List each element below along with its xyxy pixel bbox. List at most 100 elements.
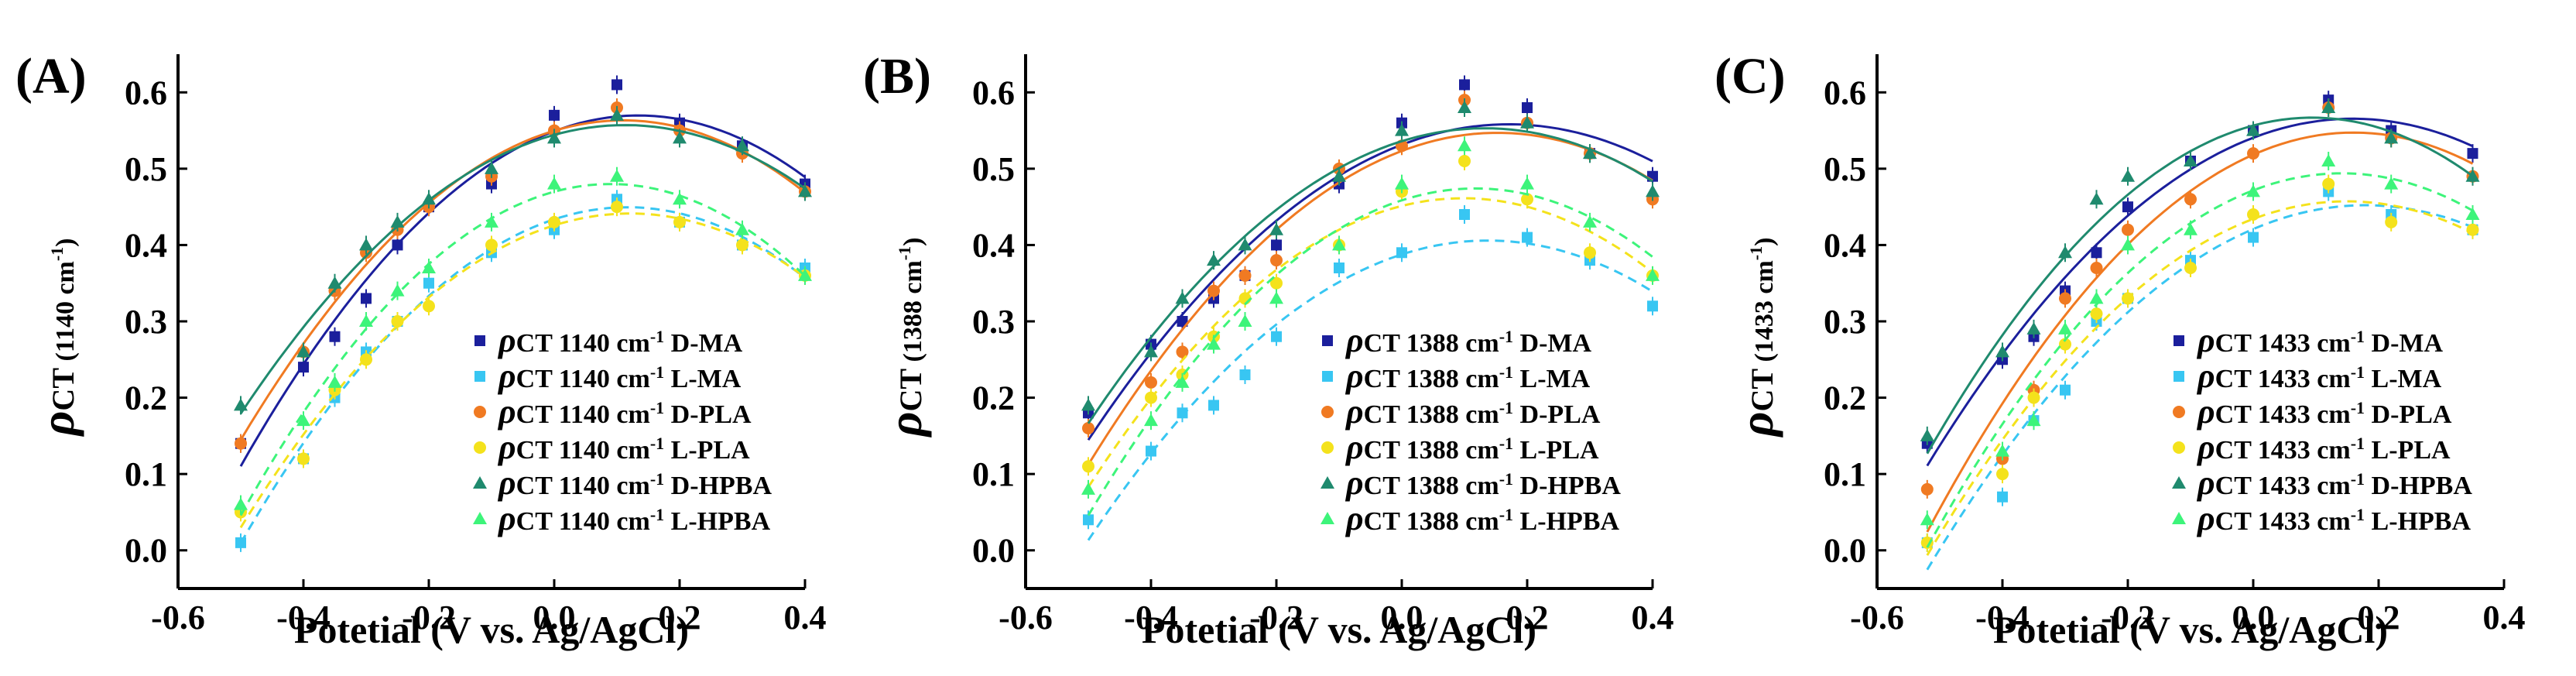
data-point — [2184, 262, 2197, 274]
data-point — [1520, 177, 1534, 190]
legend-entry: ρCT 1140 cm-1 D-MA — [497, 321, 743, 359]
legend-marker — [1321, 476, 1334, 489]
y-tick-label: 0.1 — [1824, 455, 1866, 493]
data-point — [1175, 291, 1190, 304]
fit-curve — [1087, 187, 1653, 516]
data-point — [1997, 491, 2008, 503]
chart-panel-3: (C) 0.0 0.1 0.2 0.3 0.4 0.5 0.6 -0.6 -0.4 -0.2 0.0 0… — [1714, 48, 2526, 651]
data-point — [610, 169, 624, 182]
x-tick-label: -0.4 — [1124, 599, 1178, 637]
data-point — [2246, 123, 2260, 136]
x-tick-label: -0.2 — [2101, 599, 2155, 637]
data-point — [2384, 177, 2399, 190]
data-point — [1081, 398, 1095, 411]
legend-marker — [1322, 335, 1333, 346]
data-point — [296, 345, 310, 358]
y-tick-label: 0.4 — [972, 226, 1015, 264]
x-tick-label: -0.4 — [276, 599, 331, 637]
series-d-pla — [1920, 98, 2479, 533]
data-point — [610, 108, 624, 121]
series-l-hpba — [1920, 152, 2480, 548]
legend-entry: ρCT 1433 cm-1 L-PLA — [2196, 428, 2451, 466]
data-point — [548, 215, 560, 228]
data-point — [2122, 292, 2134, 305]
fit-curve — [239, 183, 807, 516]
data-point — [735, 222, 749, 235]
data-point — [736, 238, 748, 252]
data-point — [1583, 146, 1597, 160]
legend-marker — [473, 476, 487, 489]
data-point — [1332, 238, 1346, 251]
x-tick-label: 0.2 — [1506, 599, 1549, 637]
legend-marker — [474, 371, 485, 382]
data-point — [2089, 192, 2104, 205]
legend-marker — [2173, 406, 2185, 418]
y-tick-label: 0.2 — [125, 379, 167, 417]
legend-marker — [2173, 441, 2185, 454]
legend-entry: ρCT 1433 cm-1 D-HPBA — [2196, 464, 2472, 502]
series-l-pla — [235, 197, 811, 529]
series-d-hpba — [1081, 98, 1660, 424]
data-point — [360, 353, 372, 366]
legend-entry: ρCT 1140 cm-1 L-HPBA — [497, 499, 771, 537]
x-tick-label: -0.6 — [1850, 599, 1904, 637]
legend-entry: ρCT 1388 cm-1 D-HPBA — [1345, 464, 1621, 502]
data-point — [547, 177, 561, 190]
series-d-hpba — [234, 105, 812, 415]
data-point — [2091, 247, 2102, 259]
data-point — [1458, 155, 1471, 167]
legend-entry: ρCT 1388 cm-1 L-PLA — [1345, 428, 1599, 466]
data-point — [423, 277, 434, 289]
data-point — [422, 261, 436, 273]
data-point — [390, 283, 405, 297]
data-point — [423, 300, 435, 313]
y-tick-label: 0.3 — [125, 303, 167, 341]
series-d-hpba — [1920, 98, 2480, 455]
x-tick-label: 0.2 — [659, 599, 701, 637]
y-tick-label: 0.1 — [972, 455, 1015, 493]
data-point — [361, 293, 372, 304]
data-point — [2247, 147, 2259, 160]
x-tick-label: 0.4 — [1632, 599, 1674, 637]
data-point — [2122, 201, 2133, 213]
y-tick-label: 0.0 — [1824, 532, 1866, 570]
legend-marker — [2174, 371, 2184, 382]
legend-entry: ρCT 1388 cm-1 D-PLA — [1345, 393, 1601, 431]
data-point — [2121, 169, 2135, 182]
data-point — [2184, 154, 2197, 166]
fit-curve — [1926, 172, 2474, 548]
data-point — [2385, 215, 2398, 228]
chart-panel-1: (A) 0.0 0.1 0.2 0.3 0.4 0.5 0.6 -0.6 -0.4 -0.2 0.0 0… — [15, 48, 827, 651]
fit-curve — [1926, 117, 2474, 467]
x-tick-label: 0.4 — [2483, 599, 2526, 637]
data-point — [1269, 222, 1283, 235]
data-point — [2184, 222, 2197, 235]
data-point — [1522, 232, 1533, 243]
panel-label: (B) — [863, 48, 931, 105]
data-point — [234, 497, 248, 510]
data-point — [1207, 253, 1221, 266]
data-point — [1647, 300, 1658, 312]
legend-marker — [1321, 406, 1334, 418]
data-point — [673, 192, 687, 205]
data-point — [422, 192, 436, 205]
y-tick-label: 0.6 — [972, 74, 1015, 112]
data-point — [1521, 193, 1533, 206]
x-axis-label: Potetial (V vs. Ag/AgCl) — [1142, 608, 1536, 651]
y-tick-label: 0.3 — [972, 303, 1015, 341]
data-point — [234, 398, 248, 411]
data-point — [1334, 263, 1345, 273]
y-tick-label: 0.0 — [972, 532, 1015, 570]
panel-label: (C) — [1714, 48, 1786, 105]
data-point — [1920, 513, 1934, 526]
series-l-hpba — [1081, 136, 1660, 516]
legend-entry: ρCT 1140 cm-1 D-PLA — [497, 393, 752, 431]
data-point — [1271, 239, 1282, 251]
x-tick-label: -0.6 — [999, 599, 1053, 637]
series-l-hpba — [234, 166, 812, 516]
data-point — [798, 184, 812, 197]
data-point — [297, 452, 310, 465]
data-point — [1458, 101, 1471, 113]
data-point — [1458, 139, 1471, 152]
data-point — [1271, 331, 1282, 342]
